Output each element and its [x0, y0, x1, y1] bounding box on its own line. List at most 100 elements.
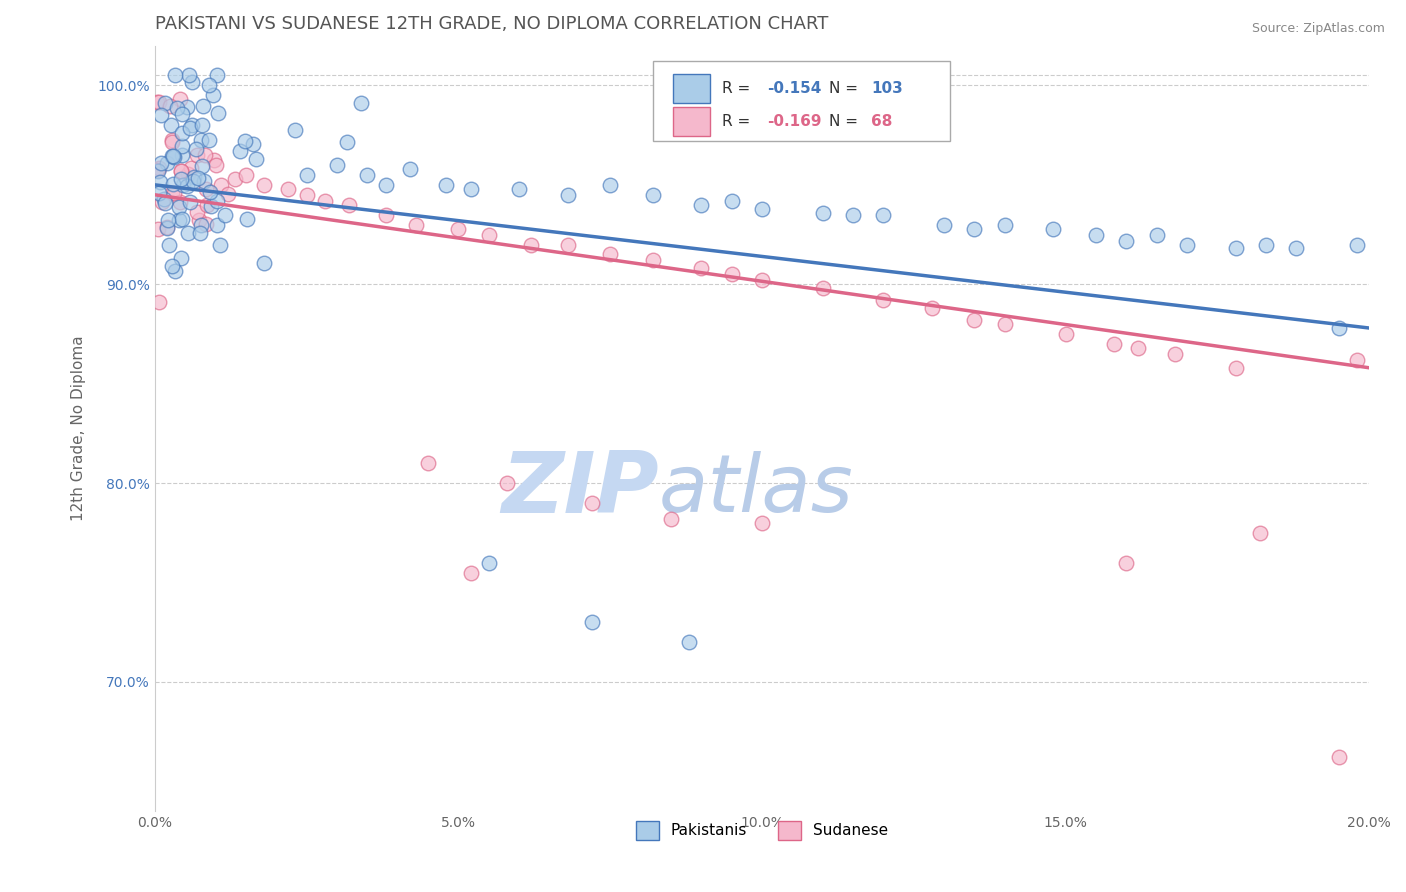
Point [398, 161, 420, 176]
Point [872, 293, 894, 308]
Point [599, 247, 621, 261]
Text: 103: 103 [872, 80, 903, 95]
Point [153, 95, 176, 110]
Point [1042, 221, 1064, 235]
Point [963, 313, 986, 327]
Point [295, 187, 318, 202]
Point [180, 75, 202, 89]
Point [994, 317, 1017, 331]
Point [200, 186, 222, 200]
Text: -0.154: -0.154 [766, 80, 821, 95]
Point [179, 194, 201, 209]
Point [201, 87, 224, 102]
Point [1346, 237, 1368, 252]
Point [416, 456, 439, 470]
Point [1054, 326, 1077, 341]
Point [191, 159, 214, 173]
Point [160, 186, 183, 200]
Point [160, 118, 183, 132]
Point [205, 69, 228, 83]
Point [172, 211, 194, 226]
Point [447, 221, 470, 235]
Point [720, 194, 742, 208]
Point [193, 99, 215, 113]
Point [233, 135, 256, 149]
Point [356, 168, 378, 182]
Point [186, 148, 208, 162]
Text: 68: 68 [872, 114, 893, 129]
Point [350, 96, 373, 111]
Point [202, 153, 225, 167]
Point [659, 512, 682, 526]
Point [434, 178, 457, 192]
Point [195, 198, 218, 212]
Point [599, 178, 621, 192]
Point [811, 281, 834, 295]
Point [478, 556, 501, 570]
Point [170, 148, 193, 162]
Point [146, 163, 169, 178]
Point [326, 158, 349, 172]
Point [165, 69, 187, 83]
Point [1249, 525, 1271, 540]
Point [720, 268, 742, 282]
Point [314, 194, 336, 208]
Text: ZIP: ZIP [501, 448, 659, 531]
Point [581, 496, 603, 510]
Point [170, 171, 193, 186]
Text: -0.169: -0.169 [766, 114, 821, 129]
Bar [673, 73, 710, 103]
Point [172, 106, 194, 120]
Point [207, 194, 229, 209]
Point [690, 198, 713, 212]
Point [235, 168, 257, 182]
Point [581, 615, 603, 630]
Point [204, 158, 226, 172]
Point [1115, 556, 1137, 570]
Point [336, 135, 359, 149]
Point [205, 218, 228, 232]
Text: N =: N = [828, 114, 863, 129]
Point [181, 174, 204, 188]
Point [200, 199, 222, 213]
Point [194, 148, 217, 162]
Point [208, 237, 231, 252]
Point [150, 195, 173, 210]
Point [150, 108, 173, 122]
Point [172, 178, 194, 192]
Point [155, 195, 177, 210]
Point [557, 237, 579, 252]
Point [1128, 341, 1150, 355]
Point [170, 164, 193, 178]
Point [162, 259, 184, 273]
Text: atlas: atlas [659, 450, 853, 529]
Point [374, 208, 396, 222]
Point [1285, 242, 1308, 256]
Point [180, 161, 202, 176]
FancyBboxPatch shape [652, 61, 950, 141]
Point [1164, 347, 1187, 361]
Point [177, 167, 200, 181]
Point [148, 295, 170, 310]
Point [921, 301, 943, 315]
Point [197, 78, 219, 92]
Point [214, 208, 236, 222]
Point [374, 178, 396, 192]
Point [478, 227, 501, 242]
Point [162, 149, 184, 163]
Point [170, 126, 193, 140]
Point [277, 182, 299, 196]
Point [156, 220, 179, 235]
Point [842, 208, 865, 222]
Point [994, 218, 1017, 232]
Point [170, 251, 193, 265]
Text: PAKISTANI VS SUDANESE 12TH GRADE, NO DIPLOMA CORRELATION CHART: PAKISTANI VS SUDANESE 12TH GRADE, NO DIP… [155, 15, 828, 33]
Point [160, 149, 183, 163]
Point [169, 195, 191, 210]
Point [295, 168, 318, 182]
Point [751, 202, 773, 216]
Text: Source: ZipAtlas.com: Source: ZipAtlas.com [1251, 22, 1385, 36]
Point [176, 100, 198, 114]
Point [169, 200, 191, 214]
Point [520, 237, 543, 252]
